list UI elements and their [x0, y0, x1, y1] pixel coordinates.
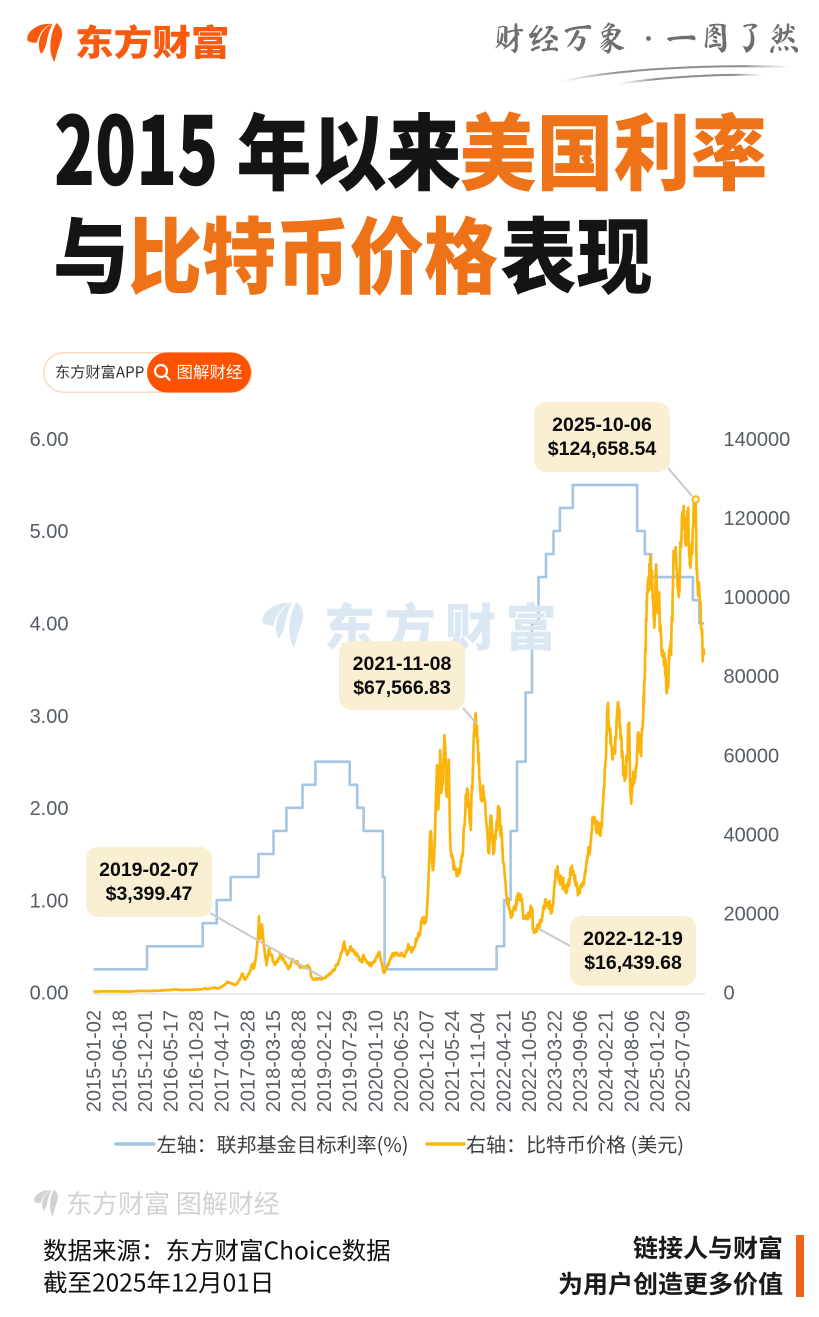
- svg-text:2024-08-06: 2024-08-06: [621, 1010, 643, 1112]
- svg-text:0.00: 0.00: [30, 983, 69, 1005]
- svg-text:2022-04-21: 2022-04-21: [493, 1010, 515, 1112]
- svg-text:4.00: 4.00: [30, 614, 69, 636]
- svg-text:2019-07-29: 2019-07-29: [340, 1010, 362, 1112]
- svg-text:2020-01-10: 2020-01-10: [365, 1010, 387, 1112]
- svg-text:2021-05-24: 2021-05-24: [442, 1010, 464, 1112]
- svg-text:140000: 140000: [724, 429, 791, 451]
- svg-text:2024-02-21: 2024-02-21: [596, 1010, 618, 1112]
- svg-text:2025-01-22: 2025-01-22: [647, 1010, 669, 1112]
- svg-text:2.00: 2.00: [30, 798, 69, 820]
- svg-text:120000: 120000: [724, 508, 791, 530]
- svg-text:2015-01-02: 2015-01-02: [84, 1010, 106, 1112]
- svg-text:2021-11-04: 2021-11-04: [468, 1011, 490, 1112]
- svg-text:2018-08-28: 2018-08-28: [289, 1010, 311, 1112]
- svg-text:2016-05-17: 2016-05-17: [161, 1010, 183, 1112]
- svg-text:2015-12-01: 2015-12-01: [135, 1010, 157, 1112]
- svg-text:2023-03-22: 2023-03-22: [545, 1010, 567, 1112]
- svg-text:2015-06-18: 2015-06-18: [109, 1010, 131, 1112]
- svg-text:5.00: 5.00: [30, 521, 69, 543]
- svg-text:100000: 100000: [724, 587, 791, 609]
- svg-text:1.00: 1.00: [30, 890, 69, 912]
- svg-text:2025-07-09: 2025-07-09: [673, 1010, 695, 1112]
- svg-text:2016-10-28: 2016-10-28: [186, 1010, 208, 1112]
- svg-text:60000: 60000: [724, 745, 780, 767]
- svg-text:2017-04-17: 2017-04-17: [212, 1010, 234, 1112]
- svg-text:80000: 80000: [724, 666, 780, 688]
- svg-text:2019-02-12: 2019-02-12: [314, 1010, 336, 1112]
- svg-text:0: 0: [724, 983, 735, 1005]
- svg-text:6.00: 6.00: [30, 429, 69, 451]
- svg-text:2018-03-15: 2018-03-15: [263, 1010, 285, 1112]
- svg-text:2020-12-07: 2020-12-07: [417, 1010, 439, 1112]
- svg-text:40000: 40000: [724, 824, 780, 846]
- svg-text:20000: 20000: [724, 904, 780, 926]
- svg-text:2017-09-28: 2017-09-28: [237, 1010, 259, 1112]
- svg-text:3.00: 3.00: [30, 706, 69, 728]
- svg-text:2022-10-05: 2022-10-05: [519, 1010, 541, 1112]
- svg-text:2020-06-25: 2020-06-25: [391, 1010, 413, 1112]
- svg-text:2023-09-06: 2023-09-06: [570, 1010, 592, 1112]
